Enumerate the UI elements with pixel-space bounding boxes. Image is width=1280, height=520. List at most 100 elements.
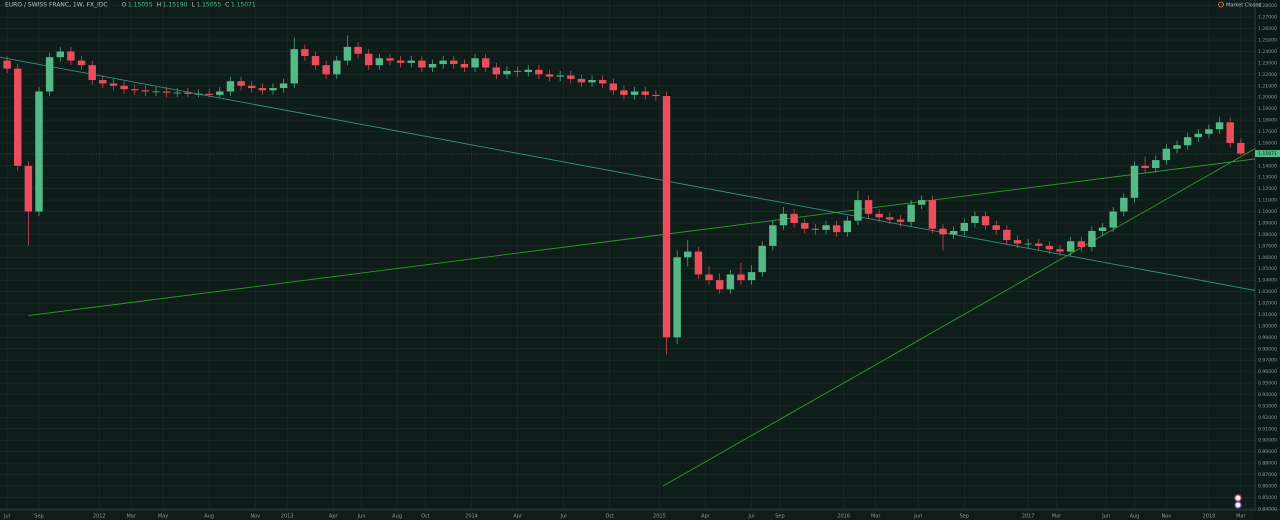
candle-body — [216, 91, 224, 95]
candle-body — [992, 225, 1000, 230]
y-tick-label: 0.97000 — [1258, 358, 1277, 364]
candle-body — [896, 219, 905, 222]
candle-body — [237, 81, 245, 86]
x-tick-label: Jun — [357, 514, 366, 520]
y-tick-label: 1.06000 — [1258, 255, 1277, 261]
candle-body — [14, 68, 22, 166]
ohlc-value: 1.15071 — [231, 2, 256, 9]
y-tick-label: 1.13000 — [1258, 175, 1277, 181]
candle-body — [290, 49, 298, 84]
candle-body — [1056, 249, 1064, 252]
candle-body — [1194, 133, 1202, 138]
candle-body — [418, 60, 426, 68]
candle-body — [1152, 160, 1160, 169]
candle-body — [460, 64, 469, 68]
candles — [3, 35, 1245, 355]
candle-body — [609, 83, 618, 91]
candle-body — [556, 75, 564, 77]
candle-body — [811, 228, 820, 230]
candle-body — [450, 60, 458, 65]
y-tick-label: 1.10000 — [1258, 209, 1277, 215]
candle-body — [279, 83, 288, 89]
x-tick-label: 2012 — [93, 514, 106, 520]
x-tick-label: Jun — [1101, 514, 1110, 520]
candle-body — [928, 200, 937, 229]
candle-body — [184, 92, 192, 94]
candle-body — [77, 60, 86, 66]
x-tick-label: Nov — [250, 514, 260, 520]
candle-body — [864, 200, 873, 214]
candle-body — [1077, 241, 1086, 247]
y-tick-label: 1.17000 — [1258, 129, 1277, 135]
market-status: Market Closed — [1226, 3, 1262, 9]
candle-body — [1120, 197, 1128, 212]
last-price-tag — [1255, 150, 1280, 158]
candle-body — [694, 251, 703, 275]
candle-body — [269, 88, 277, 91]
x-tick-label: May — [158, 514, 168, 520]
trend-line — [662, 148, 1256, 487]
candle-body — [747, 272, 756, 281]
y-tick-label: 1.03000 — [1258, 289, 1277, 295]
candle-body — [1035, 243, 1043, 246]
candle-body — [24, 165, 33, 212]
x-tick-label: Aug — [204, 514, 214, 520]
candle-body — [152, 91, 160, 93]
y-tick-label: 1.05000 — [1258, 266, 1277, 272]
header: EURO / SWISS FRANC, 1W, FX_IDC O 1.15055 H… — [5, 2, 256, 9]
y-tick-label: 1.04000 — [1258, 278, 1277, 284]
y-tick-label: 1.12000 — [1258, 186, 1277, 192]
status-icon — [1218, 1, 1224, 8]
y-tick-label: 1.01000 — [1258, 312, 1277, 318]
candle-body — [577, 78, 586, 83]
candle-body — [333, 60, 341, 75]
candle-body — [620, 90, 628, 95]
candle-body — [67, 51, 75, 61]
x-tick-label: Apr — [513, 514, 523, 520]
y-tick-label: 0.92000 — [1258, 415, 1277, 421]
candle-body — [854, 200, 862, 221]
x-tick-label: Sep — [34, 514, 43, 520]
x-tick-label: 2015 — [653, 514, 666, 520]
candle-body — [386, 58, 394, 61]
candle-body — [354, 46, 362, 54]
candle-body — [1003, 229, 1011, 241]
candle-body — [301, 49, 309, 57]
y-tick-label: 1.09000 — [1258, 220, 1277, 226]
candle-body — [141, 90, 150, 92]
y-tick-label: 1.00000 — [1258, 323, 1277, 329]
y-tick-label: 0.94000 — [1258, 392, 1277, 398]
candle-body — [481, 58, 490, 68]
candle-body — [630, 91, 639, 95]
x-tick-label: Sep — [775, 514, 784, 520]
candle-body — [960, 222, 969, 231]
candle-body — [396, 60, 405, 63]
x-tick-label: Mar — [126, 514, 136, 520]
candle-body — [162, 91, 171, 93]
candle-body — [907, 204, 915, 222]
y-tick-label: 0.89000 — [1258, 449, 1277, 455]
candle-body — [1183, 137, 1192, 146]
y-tick-label: 1.07000 — [1258, 243, 1277, 249]
x-tick-label: 2017 — [1022, 514, 1035, 520]
candle-body — [535, 69, 543, 75]
x-tick-label: Jul — [3, 514, 10, 520]
y-tick-label: 1.25000 — [1258, 38, 1277, 44]
candle-body — [1024, 243, 1032, 245]
x-tick-label: 2018 — [1203, 514, 1216, 520]
y-tick-label: 0.86000 — [1258, 483, 1277, 489]
candle-body — [364, 53, 373, 66]
ohlc-key: O — [122, 2, 127, 9]
x-tick-label: Apr — [701, 514, 711, 520]
candle-body — [832, 225, 841, 233]
y-tick-label: 1.24000 — [1258, 49, 1277, 55]
y-tick-label: 1.16000 — [1258, 140, 1277, 146]
trend-line — [28, 158, 1256, 317]
x-tick-label: Jul — [560, 514, 567, 520]
last-price-label: 1.15071 — [1258, 151, 1277, 157]
y-tick-label: 1.02000 — [1258, 301, 1277, 307]
candle-body — [715, 280, 724, 290]
candle-body — [843, 220, 852, 233]
candle-body — [1162, 148, 1171, 161]
candle-body — [428, 64, 437, 68]
